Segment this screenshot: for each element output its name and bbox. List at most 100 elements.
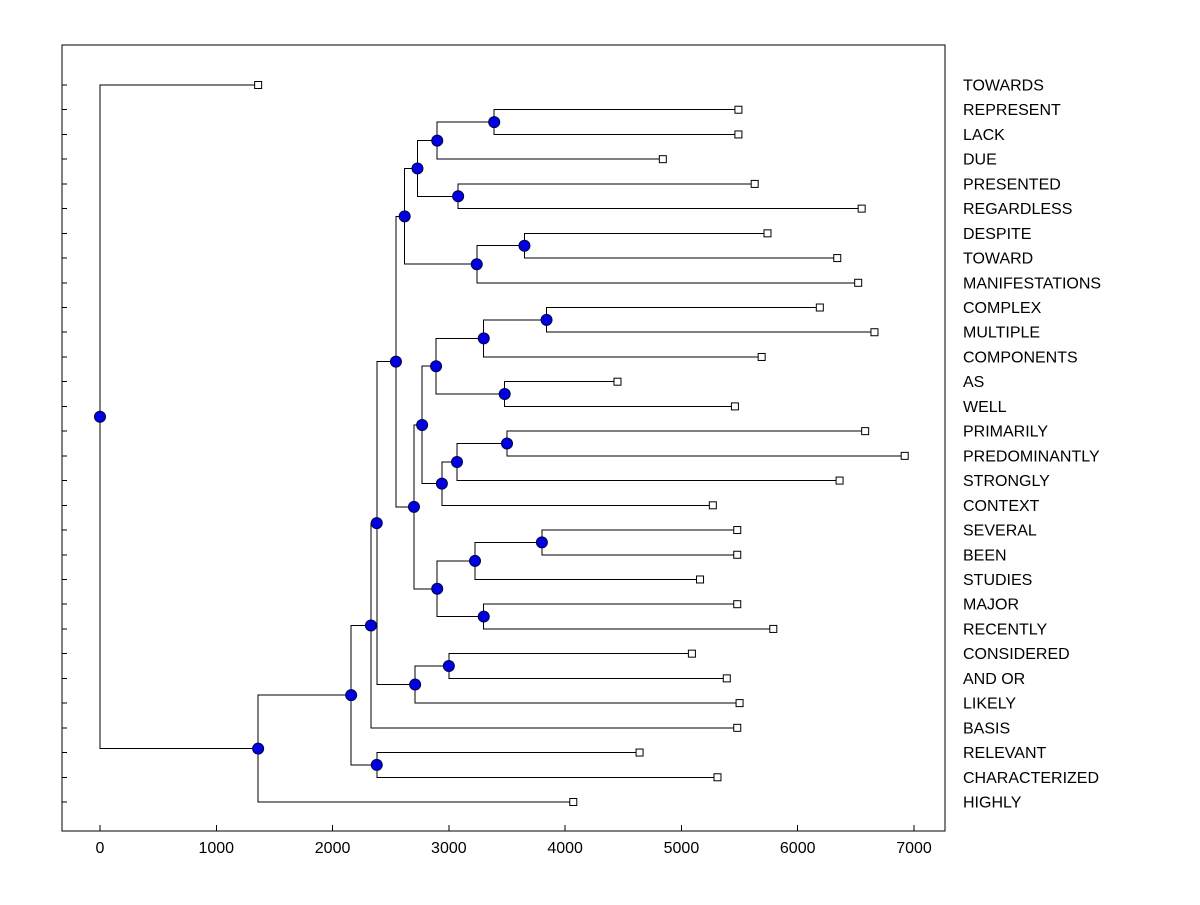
- leaf-marker: [613, 377, 622, 386]
- cluster-node-marker: [389, 355, 402, 368]
- cluster-node-marker: [477, 332, 490, 345]
- cluster-node-marker: [488, 116, 501, 129]
- leaf-label: MAJOR: [963, 597, 1019, 614]
- leaf-label: REGARDLESS: [963, 201, 1072, 218]
- leaf-label: WELL: [963, 399, 1007, 416]
- dendrogram-edge: [436, 121, 663, 160]
- dendrogram-edge: [436, 560, 484, 618]
- cluster-node-marker: [252, 742, 265, 755]
- cluster-node-marker: [498, 388, 511, 401]
- x-tick-label: 3000: [431, 840, 467, 857]
- leaf-label: AND OR: [963, 671, 1025, 688]
- leaf-marker: [735, 699, 744, 708]
- dendrogram-edge: [457, 183, 862, 210]
- dendrogram-edge: [416, 140, 459, 197]
- dendrogram-edge: [441, 461, 713, 506]
- dendrogram-edge: [483, 603, 774, 630]
- x-tick-label: 6000: [780, 840, 816, 857]
- cluster-node-marker: [409, 678, 422, 691]
- dendrogram-edge: [476, 245, 859, 284]
- leaf-marker: [569, 797, 578, 806]
- leaf-marker: [708, 501, 717, 510]
- dendrogram-edge: [435, 337, 505, 395]
- leaf-label: RELEVANT: [963, 745, 1047, 762]
- leaf-marker: [635, 748, 644, 757]
- leaf-marker: [861, 427, 870, 436]
- leaf-label: STUDIES: [963, 572, 1032, 589]
- leaf-label: COMPLEX: [963, 300, 1042, 317]
- x-tick-label: 0: [96, 840, 105, 857]
- leaf-marker: [696, 575, 705, 584]
- leaf-marker: [734, 130, 743, 139]
- leaf-marker: [713, 773, 722, 782]
- leaf-label: COMPONENTS: [963, 349, 1078, 366]
- dendrogram-edge: [257, 694, 574, 803]
- cluster-node-marker: [501, 437, 513, 450]
- cluster-node-marker: [535, 536, 548, 549]
- cluster-node-marker: [470, 258, 483, 271]
- leaf-marker: [763, 229, 772, 238]
- leaf-marker: [857, 204, 866, 213]
- leaf-marker: [687, 649, 696, 658]
- leaf-label: CHARACTERIZED: [963, 770, 1099, 787]
- cluster-node-marker: [370, 517, 383, 530]
- cluster-node-marker: [431, 134, 444, 147]
- leaf-label: PRESENTED: [963, 176, 1061, 193]
- cluster-node-marker: [477, 610, 490, 623]
- leaf-marker: [769, 624, 778, 633]
- dendrogram-edge: [541, 529, 738, 556]
- dendrogram-edge: [414, 665, 740, 704]
- leaf-marker: [900, 451, 909, 460]
- leaf-label: MANIFESTATIONS: [963, 275, 1101, 292]
- dendrogram-edge: [523, 232, 838, 259]
- x-tick-label: 5000: [664, 840, 700, 857]
- leaf-label: TOWARD: [963, 251, 1033, 268]
- plot-border: [61, 44, 946, 832]
- leaf-label: BASIS: [963, 720, 1010, 737]
- cluster-node-marker: [345, 689, 358, 702]
- leaf-marker: [854, 278, 863, 287]
- dendrogram-edge: [99, 84, 259, 750]
- leaf-marker: [733, 550, 742, 559]
- cluster-node-marker: [469, 554, 482, 567]
- leaf-label: AS: [963, 374, 984, 391]
- leaf-label: CONTEXT: [963, 498, 1040, 515]
- dendrogram-edge: [483, 319, 762, 358]
- cluster-node-marker: [398, 210, 411, 223]
- leaf-label: CONSIDERED: [963, 646, 1070, 663]
- leaf-marker: [254, 81, 263, 89]
- leaf-label: SEVERAL: [963, 523, 1037, 540]
- leaf-label: LACK: [963, 127, 1005, 144]
- cluster-node-marker: [540, 313, 553, 326]
- leaf-marker: [658, 155, 667, 164]
- leaf-label: LIKELY: [963, 696, 1016, 713]
- cluster-node-marker: [416, 418, 429, 431]
- dendrogram-edge: [493, 109, 739, 135]
- leaf-label: DUE: [963, 152, 997, 169]
- cluster-node-marker: [94, 410, 106, 423]
- leaf-label: PRIMARILY: [963, 424, 1048, 441]
- leaf-label: TOWARDS: [963, 78, 1044, 95]
- leaf-marker: [733, 600, 742, 609]
- cluster-node-marker: [518, 239, 531, 252]
- leaf-marker: [870, 328, 879, 337]
- leaf-marker: [722, 674, 731, 683]
- dendrogram-edge: [546, 307, 875, 333]
- dendrogram-edge: [448, 653, 727, 679]
- leaf-label: BEEN: [963, 547, 1007, 564]
- leaf-label: STRONGLY: [963, 473, 1050, 490]
- dendrogram-edge: [370, 522, 738, 729]
- cluster-node-marker: [364, 619, 377, 632]
- leaf-marker: [835, 476, 844, 485]
- leaf-marker: [733, 723, 742, 732]
- cluster-node-marker: [431, 582, 444, 595]
- cluster-node-marker: [435, 477, 448, 490]
- leaf-marker: [815, 303, 824, 312]
- x-tick-label: 7000: [896, 840, 932, 857]
- dendrogram-edge: [474, 541, 701, 580]
- dendrogram-edge: [376, 752, 718, 778]
- cluster-node-marker: [370, 758, 383, 771]
- cluster-node-marker: [411, 162, 424, 175]
